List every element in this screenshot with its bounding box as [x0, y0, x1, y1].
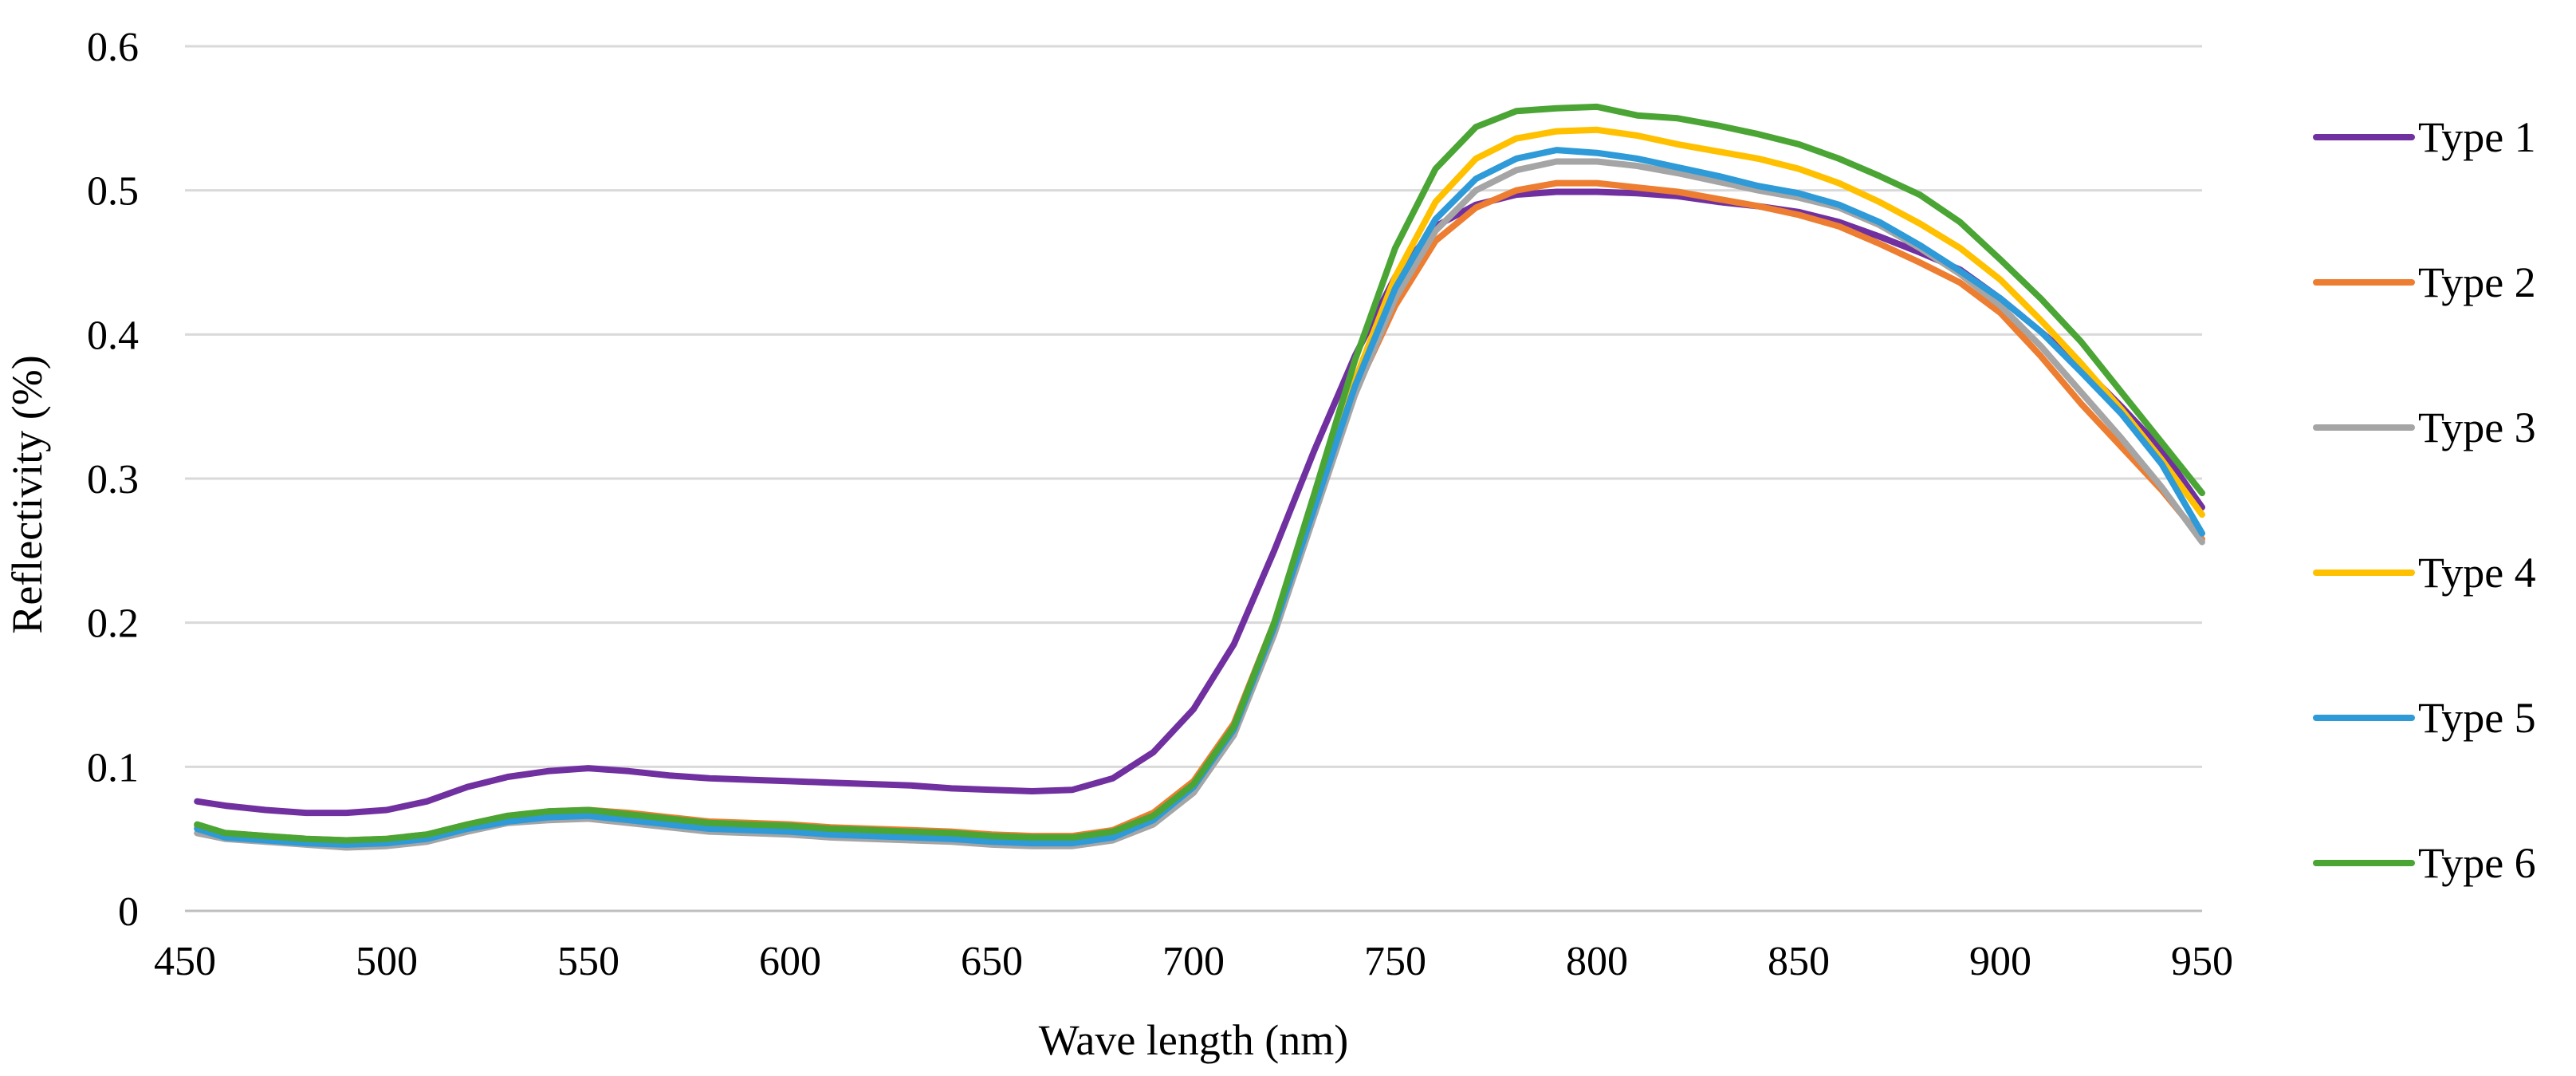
legend: Type 1 Type 2 Type 3 Type 4 Type 5 Type 6	[2313, 113, 2536, 887]
y-tick-label: 0.5	[87, 169, 139, 215]
y-tick-label: 0.4	[87, 313, 139, 358]
x-axis-title: Wave length (nm)	[1039, 1016, 1349, 1064]
x-tick-label: 700	[1162, 939, 1225, 984]
series-line-type-1	[194, 188, 2205, 817]
series-line-type-2	[194, 179, 2205, 844]
legend-label-type-6: Type 6	[2418, 839, 2536, 887]
legend-label-type-5: Type 5	[2418, 694, 2536, 742]
x-tick-label: 850	[1768, 939, 1830, 984]
y-tick-labels: 0 0.1 0.2 0.3 0.4 0.5 0.6	[87, 25, 139, 935]
x-tick-label: 950	[2171, 939, 2233, 984]
x-tick-label: 800	[1566, 939, 1628, 984]
y-tick-label: 0.6	[87, 25, 139, 70]
x-tick-label: 750	[1364, 939, 1426, 984]
x-tick-labels: 450 500 550 600 650 700 750 800 850 900 950	[154, 939, 2233, 984]
legend-label-type-3: Type 3	[2418, 404, 2536, 451]
x-tick-label: 650	[961, 939, 1023, 984]
y-tick-label: 0.2	[87, 601, 139, 647]
series-line-type-6	[194, 103, 2205, 844]
gridlines	[185, 45, 2202, 768]
x-tick-label: 450	[154, 939, 216, 984]
x-tick-label: 550	[557, 939, 619, 984]
y-tick-label: 0	[118, 889, 139, 935]
series-lines	[194, 103, 2205, 851]
legend-label-type-4: Type 4	[2418, 549, 2536, 597]
legend-label-type-1: Type 1	[2418, 113, 2536, 161]
x-tick-label: 500	[356, 939, 418, 984]
series-line-type-3	[194, 158, 2205, 851]
x-tick-label: 900	[1969, 939, 2031, 984]
y-tick-label: 0.1	[87, 745, 139, 790]
y-tick-label: 0.3	[87, 457, 139, 503]
legend-label-type-2: Type 2	[2418, 258, 2536, 306]
y-axis-title: Reflectivity (%)	[3, 355, 51, 633]
x-tick-label: 600	[759, 939, 821, 984]
